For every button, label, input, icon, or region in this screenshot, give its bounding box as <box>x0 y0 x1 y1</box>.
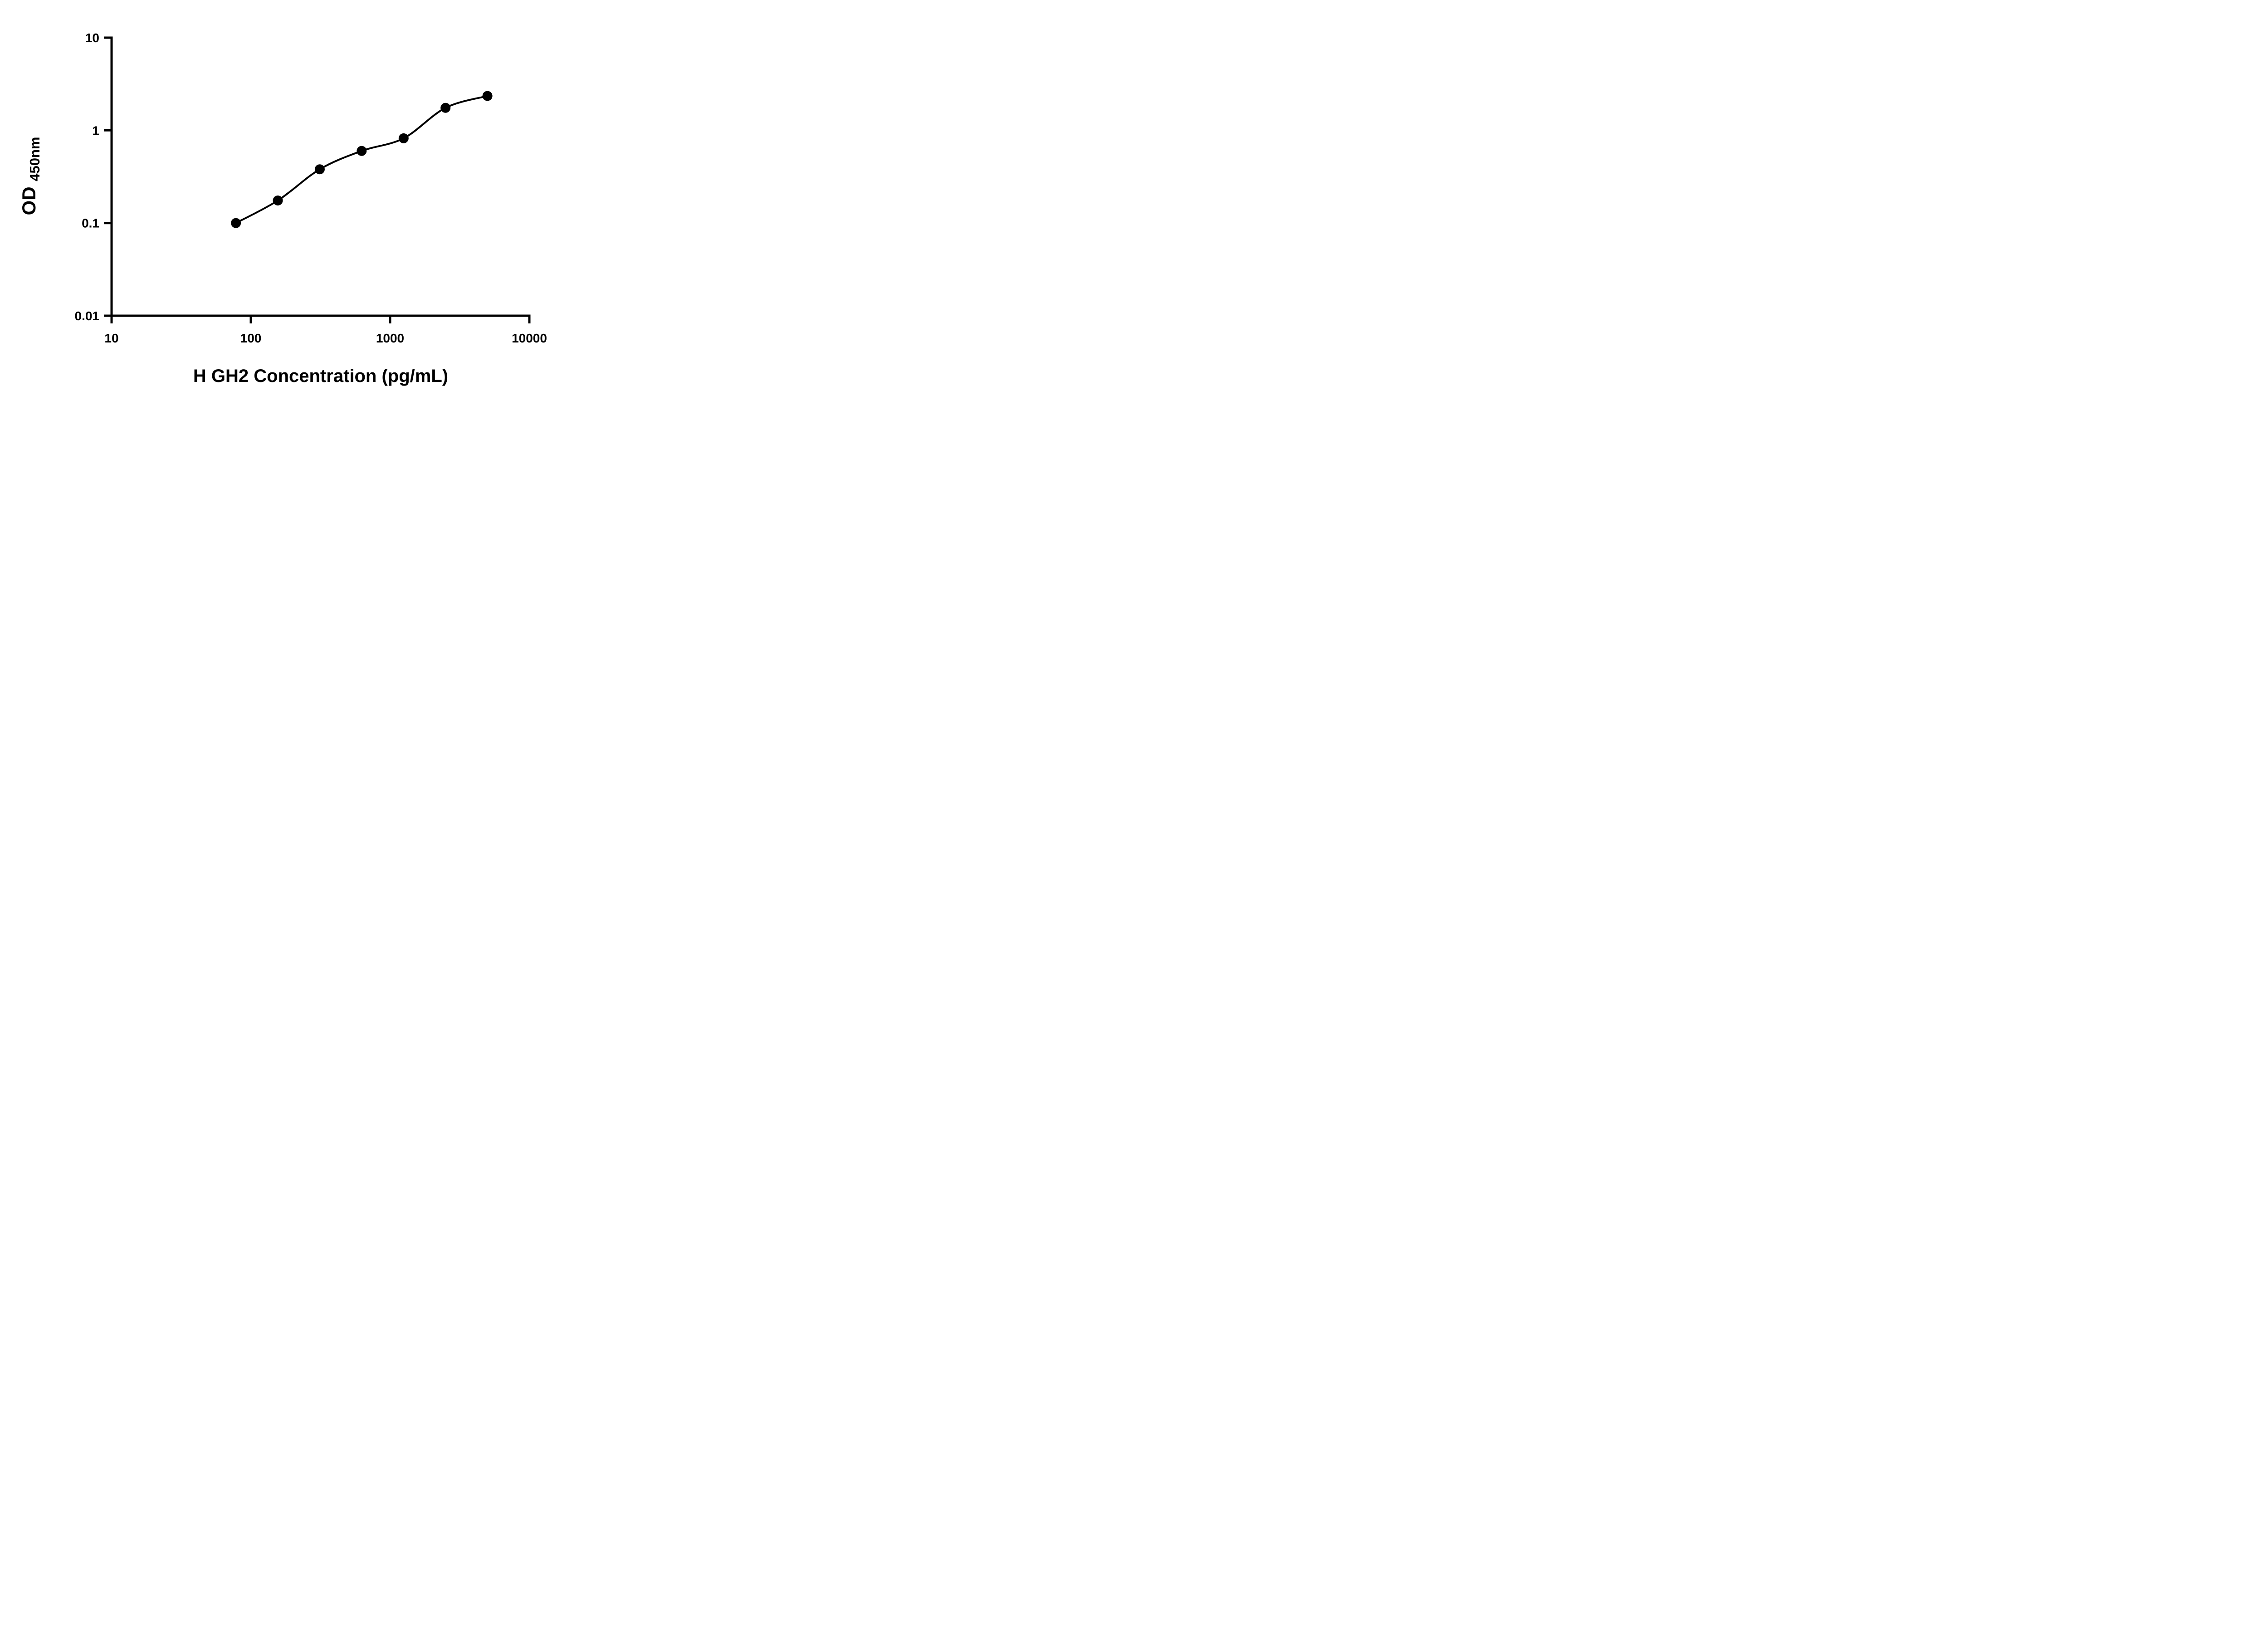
y-tick-label: 0.01 <box>75 309 100 323</box>
data-point <box>440 103 451 113</box>
x-axis-title: H GH2 Concentration (pg/mL) <box>193 366 448 386</box>
data-point <box>231 218 241 228</box>
x-tick-label: 100 <box>240 331 262 345</box>
data-point <box>398 133 409 143</box>
standard-curve-figure: 10 100 1000 10000 0.01 0.1 1 10 H GH2 Concentra… <box>0 0 583 408</box>
y-axis-title-subscript: 450nm <box>27 137 43 181</box>
x-tick-label: 10 <box>104 331 118 345</box>
data-point <box>357 146 367 156</box>
x-tick-label: 1000 <box>376 331 404 345</box>
y-axis-title: OD 450nm <box>18 137 43 215</box>
x-tick-label: 10000 <box>512 331 547 345</box>
plot-layer: 10 100 1000 10000 0.01 0.1 1 10 <box>75 31 547 345</box>
y-axis-title-main: OD <box>18 186 39 215</box>
data-point <box>482 91 493 101</box>
y-tick-label: 1 <box>92 123 99 137</box>
y-tick-label: 10 <box>85 31 99 45</box>
data-point <box>314 164 325 175</box>
standard-curve-chart: 10 100 1000 10000 0.01 0.1 1 10 H GH2 Concentra… <box>18 31 547 386</box>
y-tick-label: 0.1 <box>82 216 99 230</box>
axis-spine <box>110 36 531 317</box>
data-point <box>273 196 283 205</box>
fit-curve <box>235 95 488 224</box>
